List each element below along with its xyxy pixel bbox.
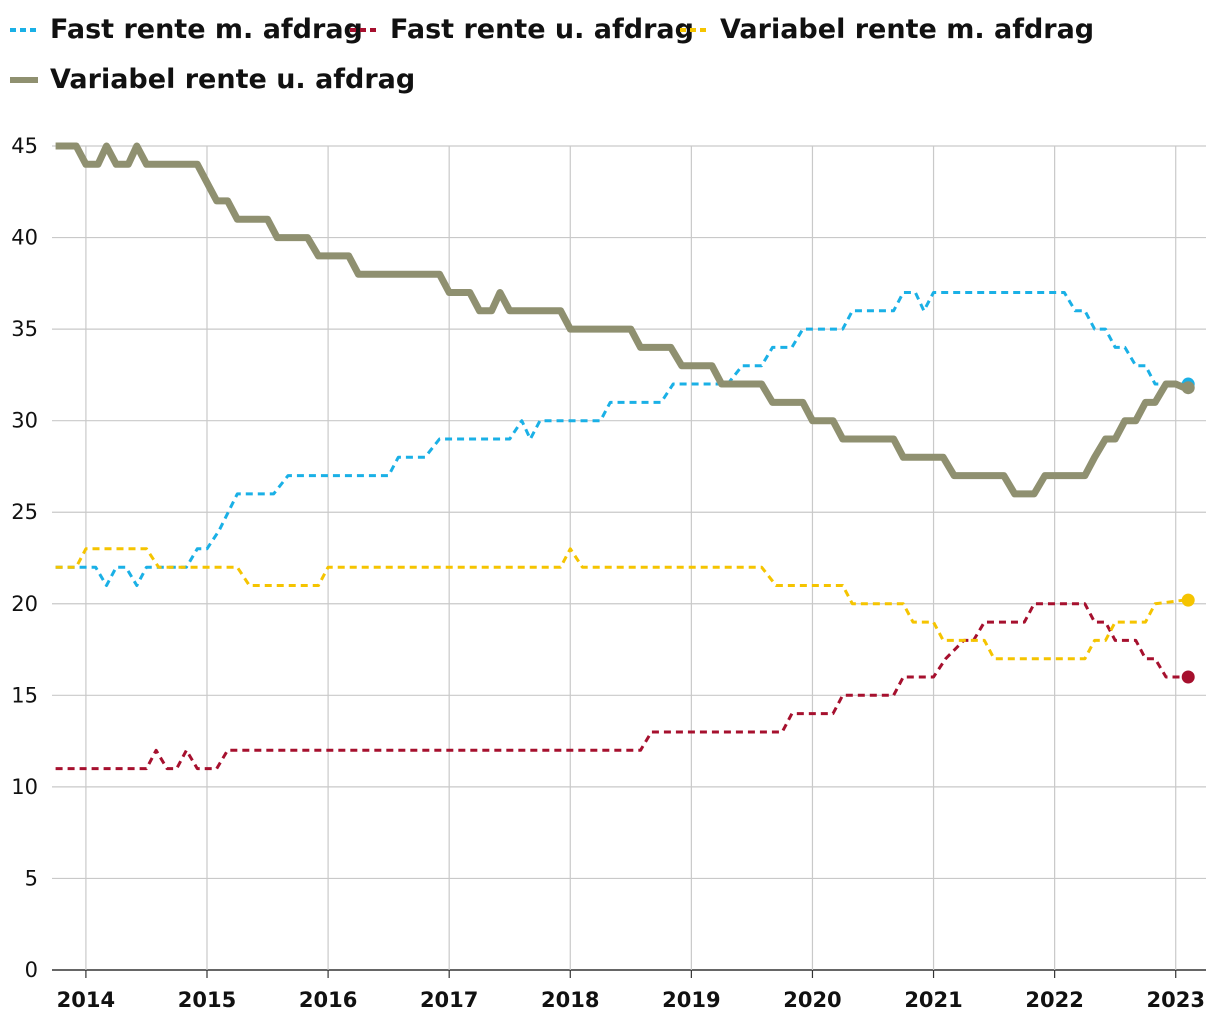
y-tick-label-30: 30: [11, 409, 38, 433]
y-tick-label-20: 20: [11, 592, 38, 616]
legend-label-fast-u-afdrag: Fast rente u. afdrag: [390, 14, 694, 45]
y-axis: 0 5 10 15 20 25 30 35 40 45: [11, 134, 38, 982]
series-group: [55, 142, 1195, 771]
series-line-1: [55, 602, 1185, 771]
x-axis: 2014 2015 2016 2017 2018 2019 2020 2021 2022 2023: [57, 970, 1205, 1012]
x-tick-label-2020: 2020: [783, 988, 841, 1012]
x-tick-label-2016: 2016: [299, 988, 357, 1012]
x-tick-label-2019: 2019: [662, 988, 720, 1012]
legend-swatch-fast-u-afdrag: [350, 27, 378, 33]
grid: [52, 145, 1206, 971]
y-tick-label-5: 5: [25, 866, 38, 890]
x-tick-label-2022: 2022: [1025, 988, 1083, 1012]
legend-swatch-var-u-afdrag: [10, 76, 38, 83]
y-tick-label-10: 10: [11, 775, 38, 799]
legend-item-fast-u-afdrag: Fast rente u. afdrag: [350, 14, 694, 45]
y-tick-label-15: 15: [11, 683, 38, 707]
x-tick-label-2014: 2014: [57, 988, 115, 1012]
legend-label-var-m-afdrag: Variabel rente m. afdrag: [720, 14, 1095, 45]
x-tick-label-2015: 2015: [178, 988, 236, 1012]
series-end-marker-1: [1181, 670, 1195, 684]
series-line-2: [55, 547, 1185, 661]
series-line-3: [55, 142, 1186, 498]
y-tick-label-35: 35: [11, 317, 38, 341]
series-end-marker-3: [1181, 381, 1195, 395]
series-end-marker-2: [1181, 593, 1195, 607]
legend-swatch-var-m-afdrag: [680, 27, 708, 33]
legend-item-fast-m-afdrag: Fast rente m. afdrag: [10, 14, 363, 45]
legend-item-var-u-afdrag: Variabel rente u. afdrag: [10, 64, 415, 95]
y-tick-label-0: 0: [25, 958, 38, 982]
x-tick-label-2018: 2018: [541, 988, 599, 1012]
x-tick-label-2021: 2021: [904, 988, 962, 1012]
x-tick-label-2017: 2017: [420, 988, 478, 1012]
x-tick-label-2023: 2023: [1147, 988, 1205, 1012]
y-tick-label-40: 40: [11, 226, 38, 250]
legend-label-var-u-afdrag: Variabel rente u. afdrag: [50, 64, 416, 95]
legend-label-fast-m-afdrag: Fast rente m. afdrag: [50, 14, 363, 45]
legend-item-var-m-afdrag: Variabel rente m. afdrag: [680, 14, 1094, 45]
series-line-0: [55, 291, 1185, 587]
y-tick-label-45: 45: [11, 134, 38, 158]
y-tick-label-25: 25: [11, 500, 38, 524]
legend-swatch-fast-m-afdrag: [10, 27, 38, 33]
